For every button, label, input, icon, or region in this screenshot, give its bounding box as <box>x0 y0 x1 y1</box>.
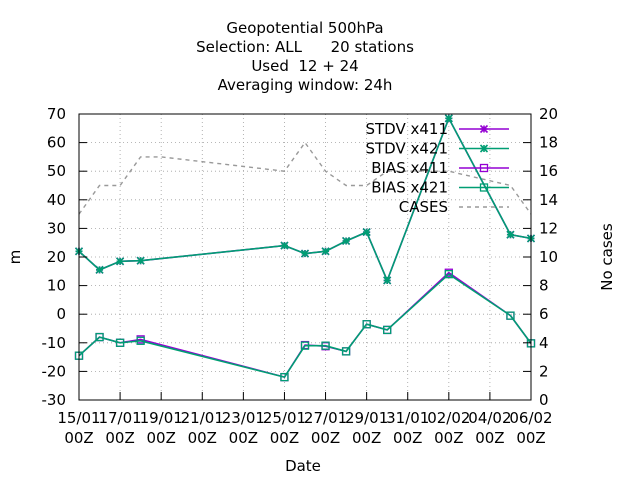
data-point-stdv-x421 <box>342 236 351 246</box>
data-point-bias-x421 <box>506 311 515 320</box>
x-tick-label: 17/01 <box>98 409 141 427</box>
y2-tick-label: 20 <box>539 105 558 123</box>
data-point-bias-x421 <box>300 341 310 350</box>
data-point-bias-x421 <box>321 341 330 350</box>
x-tick-label: 31/01 <box>386 409 429 427</box>
data-point-stdv-x421 <box>383 276 392 285</box>
data-point-stdv-x421 <box>95 265 104 274</box>
series-layer <box>74 114 536 382</box>
ticks: -30 -20 -10 0 10 20 30 40 50 60 70 0 2 4 6 8 10 12 14 16 18 2… <box>42 105 559 447</box>
x-tick-label-time: 00Z <box>270 429 299 447</box>
y-tick-label: -10 <box>42 334 67 352</box>
legend-label-cases: CASES <box>399 198 448 216</box>
x-tick-label-time: 00Z <box>516 429 545 447</box>
data-point-stdv-x421 <box>280 241 289 250</box>
data-point-bias-x421 <box>362 320 371 329</box>
title: Geopotential 500hPa Selection: ALL 20 st… <box>196 19 414 94</box>
data-point-bias-x421 <box>383 325 392 335</box>
y-tick-label: 10 <box>47 277 66 295</box>
x-tick-label-time: 00Z <box>146 429 175 447</box>
series-line-bias-x421 <box>78 273 532 379</box>
y-tick-label: 0 <box>56 305 66 323</box>
data-point-bias-x421 <box>444 270 453 279</box>
y2-tick-label: 12 <box>539 219 558 237</box>
legend-label-bias-x411: BIAS x411 <box>371 159 448 177</box>
y2-tick-label: 0 <box>539 391 549 409</box>
x-tick-label-time: 00Z <box>434 429 463 447</box>
x-tick-label: 21/01 <box>181 409 224 427</box>
data-point-bias-x421 <box>341 347 351 356</box>
title-line-1: Geopotential 500hPa <box>226 19 383 37</box>
x-tick-label-time: 00Z <box>105 429 134 447</box>
y2-tick-label: 2 <box>539 362 549 380</box>
title-line-3: Used 12 + 24 <box>251 57 358 75</box>
x-tick-label: 23/01 <box>222 409 265 427</box>
data-point-bias-x421 <box>115 338 125 347</box>
y2-tick-label: 18 <box>539 134 558 152</box>
legend-label-stdv-x421: STDV x421 <box>365 140 448 158</box>
x-axis-label: Date <box>285 457 321 475</box>
series-line-cases <box>78 141 532 215</box>
y-tick-label: 50 <box>47 162 66 180</box>
x-tick-label: 19/01 <box>140 409 183 427</box>
data-point-stdv-x421 <box>506 230 515 239</box>
y2-axis-label: No cases <box>598 223 616 291</box>
legend-marker-stdv-x411 <box>479 124 489 134</box>
x-tick-label-time: 00Z <box>475 429 504 447</box>
x-tick-label: 02/02 <box>427 409 470 427</box>
x-tick-label: 15/01 <box>57 409 100 427</box>
legend-marker-bias-x411 <box>479 163 489 173</box>
title-line-4: Averaging window: 24h <box>218 76 393 94</box>
data-point-bias-x421 <box>136 336 145 345</box>
x-tick-label-time: 00Z <box>229 429 258 447</box>
y-axis-label: m <box>6 250 24 265</box>
x-tick-label-time: 00Z <box>188 429 217 447</box>
data-point-stdv-x421 <box>362 228 371 237</box>
data-point-bias-x421 <box>95 332 104 342</box>
data-point-stdv-x421 <box>116 257 125 266</box>
x-tick-label-time: 00Z <box>64 429 93 447</box>
y-tick-label: -20 <box>42 362 67 380</box>
x-tick-label: 25/01 <box>263 409 306 427</box>
x-tick-label: 06/02 <box>509 409 552 427</box>
x-tick-label: 27/01 <box>304 409 347 427</box>
legend-label-stdv-x411: STDV x411 <box>365 120 448 138</box>
data-point-stdv-x421 <box>300 249 310 258</box>
y2-tick-label: 4 <box>539 334 549 352</box>
x-tick-label-time: 00Z <box>352 429 381 447</box>
legend-marker-stdv-x421 <box>479 144 489 153</box>
legend-label-bias-x421: BIAS x421 <box>371 179 448 197</box>
x-tick-label-time: 00Z <box>311 429 340 447</box>
y2-tick-label: 14 <box>539 191 558 209</box>
y-tick-label: 20 <box>47 248 66 266</box>
series-line-bias-x411 <box>78 271 532 379</box>
data-point-bias-x421 <box>280 372 289 382</box>
y2-tick-label: 10 <box>539 248 558 266</box>
y-tick-label: 60 <box>47 134 66 152</box>
data-point-stdv-x421 <box>136 256 145 265</box>
data-point-stdv-x421 <box>321 247 330 256</box>
y-tick-label: 30 <box>47 219 66 237</box>
cases-layer <box>78 141 532 215</box>
y2-tick-label: 8 <box>539 277 549 295</box>
title-line-2: Selection: ALL 20 stations <box>196 38 414 56</box>
y2-tick-label: 16 <box>539 162 558 180</box>
y-tick-label: -30 <box>42 391 67 409</box>
x-tick-label: 04/02 <box>468 409 511 427</box>
y2-tick-label: 6 <box>539 305 549 323</box>
legend-marker-bias-x421 <box>479 183 489 192</box>
x-tick-label: 29/01 <box>345 409 388 427</box>
data-point-stdv-x421 <box>444 114 453 123</box>
y-tick-label: 70 <box>47 105 66 123</box>
y-tick-label: 40 <box>47 191 66 209</box>
x-tick-label-time: 00Z <box>393 429 422 447</box>
